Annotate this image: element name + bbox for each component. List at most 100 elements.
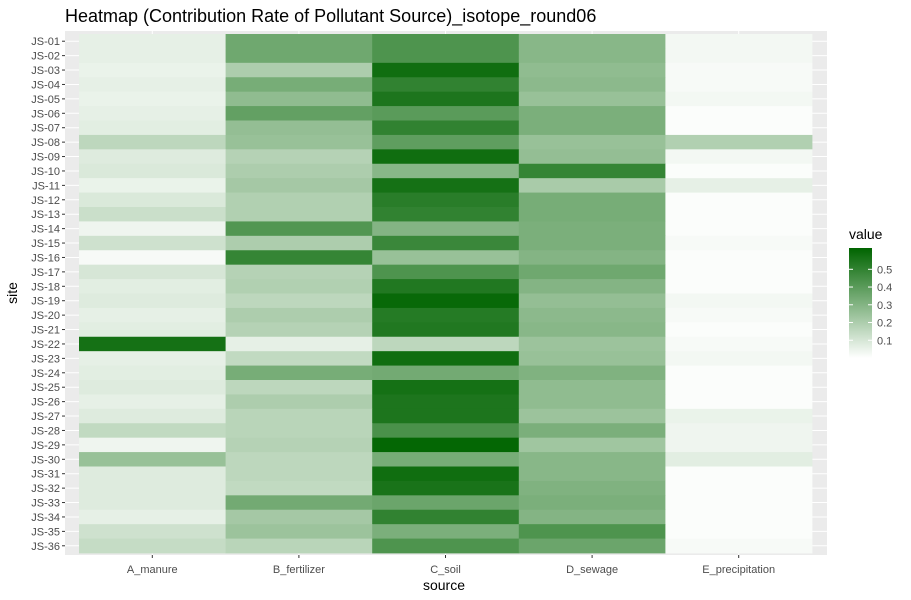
heatmap-cell — [79, 279, 226, 294]
heatmap-cell — [518, 307, 666, 323]
heatmap-cell — [518, 351, 666, 366]
y-tick-label: JS-27 — [31, 411, 60, 423]
heatmap-cell — [225, 91, 373, 107]
heatmap-cell — [665, 91, 813, 107]
y-tick-label: JS-32 — [31, 483, 60, 495]
y-tick-label: JS-05 — [31, 94, 60, 106]
heatmap-cell — [79, 466, 226, 482]
heatmap-cell — [225, 48, 373, 64]
heatmap-cell — [518, 293, 666, 309]
heatmap-cell — [225, 293, 373, 309]
heatmap-cell — [225, 351, 373, 366]
x-tick-label: A_manure — [127, 564, 178, 576]
heatmap-cell — [518, 192, 666, 208]
legend-tick-label: 0.5 — [877, 264, 892, 276]
heatmap-cell — [665, 336, 813, 352]
heatmap-cell — [225, 365, 373, 381]
heatmap-cell — [518, 34, 666, 49]
y-tick-label: JS-28 — [31, 425, 60, 437]
y-tick-label: JS-18 — [31, 281, 60, 293]
heatmap-cell — [79, 322, 226, 338]
y-tick-label: JS-02 — [31, 51, 60, 63]
heatmap-cell — [518, 480, 666, 496]
heatmap-cell — [518, 62, 666, 78]
heatmap-cell — [518, 221, 666, 237]
heatmap-cell — [79, 192, 226, 208]
x-tick-label: C_soil — [430, 564, 461, 576]
heatmap-cell — [79, 91, 226, 107]
heatmap-cell — [372, 538, 520, 554]
y-tick-label: JS-35 — [31, 526, 60, 538]
heatmap-cell — [225, 134, 373, 150]
heatmap-cell — [79, 62, 226, 78]
heatmap-cell — [372, 207, 520, 222]
heatmap-cell — [518, 524, 666, 539]
heatmap-cell — [518, 163, 666, 179]
heatmap-cell — [372, 394, 520, 410]
heatmap-cell — [518, 77, 666, 93]
heatmap-cell — [665, 235, 813, 251]
heatmap-cell — [225, 62, 373, 78]
heatmap-cell — [665, 509, 813, 525]
heatmap-cell — [372, 380, 520, 395]
heatmap-cell — [518, 322, 666, 338]
heatmap-cell — [372, 250, 520, 266]
heatmap-cell — [79, 380, 226, 395]
heatmap-cell — [372, 408, 520, 424]
heatmap-cell — [518, 264, 666, 280]
heatmap-cell — [518, 466, 666, 482]
heatmap-cell — [665, 437, 813, 453]
y-tick-label: JS-10 — [31, 166, 60, 178]
heatmap-cell — [518, 250, 666, 266]
heatmap-cell — [518, 538, 666, 554]
heatmap-cell — [372, 365, 520, 381]
heatmap-cell — [372, 91, 520, 107]
heatmap-cell — [225, 452, 373, 467]
heatmap-cell — [79, 149, 226, 165]
heatmap-cell — [79, 538, 226, 554]
heatmap-cell — [665, 77, 813, 93]
heatmap-cell — [372, 495, 520, 511]
heatmap-cell — [225, 466, 373, 482]
heatmap-cell — [665, 221, 813, 237]
heatmap-cell — [79, 480, 226, 496]
heatmap-cell — [665, 408, 813, 424]
heatmap-cell — [79, 106, 226, 121]
heatmap-cell — [79, 423, 226, 439]
heatmap-cell — [518, 106, 666, 121]
heatmap-cell — [372, 235, 520, 251]
heatmap-cell — [372, 62, 520, 78]
x-tick-label: B_fertilizer — [273, 564, 325, 576]
heatmap-cell — [225, 437, 373, 453]
heatmap-cell — [372, 264, 520, 280]
heatmap-cell — [225, 250, 373, 266]
y-axis-ticks: JS-01 JS-02 JS-03 JS-04 JS-05 JS-06 JS-07 JS-08… — [31, 36, 65, 553]
heatmap-cell — [225, 495, 373, 511]
heatmap-cell — [518, 91, 666, 107]
heatmap-cell — [518, 437, 666, 453]
heatmap-cell — [665, 495, 813, 511]
heatmap-cell — [518, 452, 666, 467]
heatmap-cell — [79, 394, 226, 410]
y-tick-label: JS-36 — [31, 541, 60, 553]
y-tick-label: JS-14 — [31, 224, 60, 236]
y-tick-label: JS-17 — [31, 267, 60, 279]
heatmap-cell — [225, 221, 373, 237]
heatmap-cell — [665, 192, 813, 208]
heatmap-cell — [518, 235, 666, 251]
y-tick-label: JS-25 — [31, 382, 60, 394]
y-tick-label: JS-09 — [31, 152, 60, 164]
heatmap-cell — [518, 149, 666, 165]
y-tick-label: JS-22 — [31, 339, 60, 351]
heatmap-cell — [79, 307, 226, 323]
heatmap-cell — [372, 221, 520, 237]
heatmap-cell — [372, 452, 520, 467]
heatmap-cell — [79, 495, 226, 511]
heatmap-cell — [372, 351, 520, 366]
heatmap-cell — [372, 178, 520, 193]
heatmap-cell — [79, 34, 226, 49]
heatmap-cell — [225, 207, 373, 222]
heatmap-cell — [79, 221, 226, 237]
y-tick-label: JS-33 — [31, 498, 60, 510]
